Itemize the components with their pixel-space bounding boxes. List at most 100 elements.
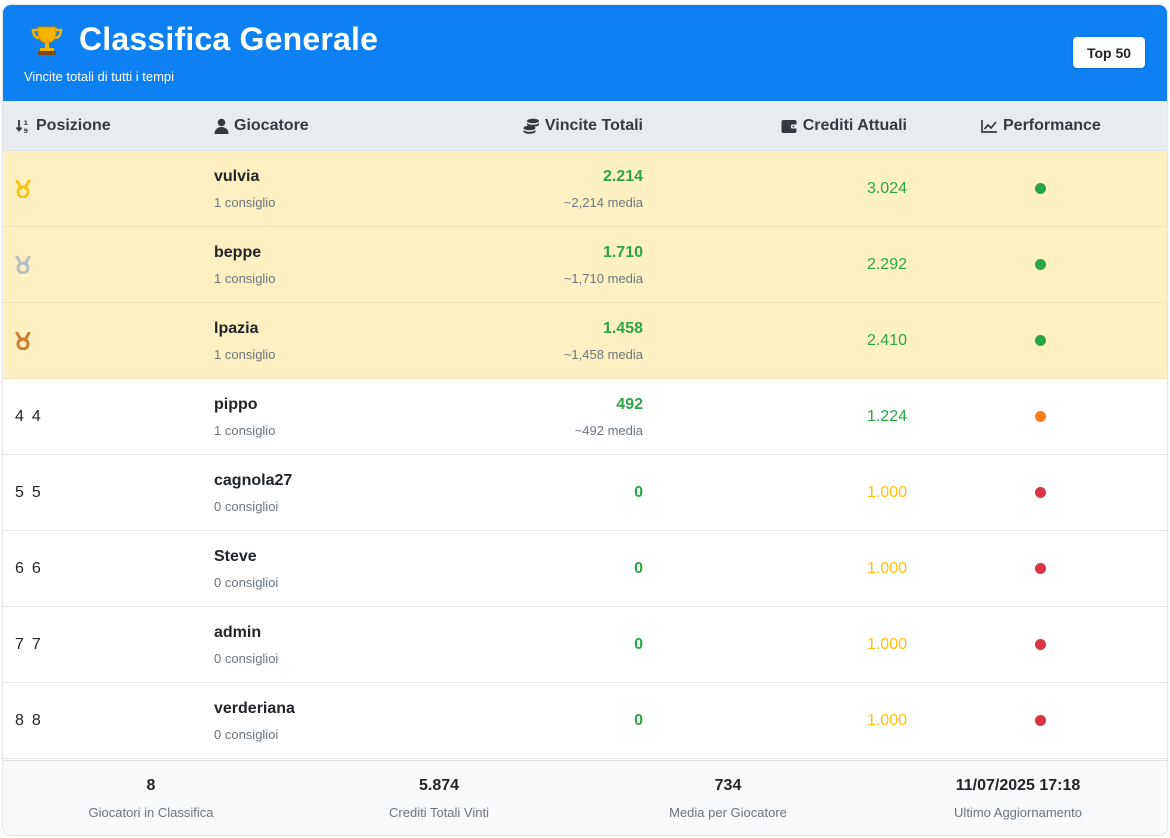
chart-line-icon — [981, 120, 997, 133]
position-number: 6 — [15, 560, 24, 577]
position-number: 4 — [31, 408, 41, 425]
title-row: Classifica Generale — [29, 21, 378, 58]
average-wins: ~2,214 media — [563, 195, 643, 210]
player-cell: beppe 1 consiglio — [214, 244, 275, 286]
stat-value: 8 — [146, 777, 156, 794]
performance-dot — [1035, 487, 1046, 498]
stat-value: 734 — [714, 777, 742, 794]
total-wins: 492 — [616, 396, 643, 413]
stat-total-credits: 5.874 Crediti Totali Vinti — [295, 777, 583, 820]
position-cell — [15, 151, 31, 227]
position-number: 8 — [15, 712, 24, 729]
current-credits: 1.224 — [866, 408, 907, 425]
coins-icon — [523, 118, 539, 134]
column-label: Crediti Attuali — [802, 117, 907, 134]
stat-label: Ultimo Aggiornamento — [954, 805, 1082, 820]
total-wins: 0 — [634, 712, 643, 729]
leaderboard-header: Classifica Generale Vincite totali di tu… — [3, 5, 1167, 101]
wins-cell: 1.458 ~1,458 media — [564, 320, 643, 362]
top-50-badge[interactable]: Top 50 — [1073, 37, 1145, 68]
wins-cell: 0 — [634, 683, 643, 759]
player-tips: 1 consiglio — [214, 195, 276, 210]
column-label: Posizione — [36, 117, 111, 134]
trophy-icon — [31, 26, 63, 55]
column-header-player[interactable]: Giocatore — [214, 101, 309, 151]
position-number: 5 — [15, 484, 24, 501]
player-name[interactable]: lpazia — [214, 320, 259, 337]
total-wins: 0 — [634, 560, 643, 577]
table-row[interactable]: 7 7 admin 0 consiglioi 0 1.000 — [3, 607, 1167, 683]
player-cell: pippo 1 consiglio — [214, 396, 275, 438]
player-cell: Steve 0 consiglioi — [214, 548, 278, 590]
current-credits: 1.000 — [866, 712, 907, 729]
svg-text:1: 1 — [24, 119, 29, 127]
table-row[interactable]: 4 4 pippo 1 consiglio 492 ~492 media 1.224 — [3, 379, 1167, 455]
wins-cell: 0 — [634, 455, 643, 531]
position-number: 7 — [31, 636, 41, 653]
wins-cell: 0 — [634, 607, 643, 683]
column-label: Vincite Totali — [544, 117, 643, 134]
column-header-current-credits[interactable]: Crediti Attuali — [781, 101, 907, 151]
column-label: Performance — [1003, 117, 1101, 134]
page-title: Classifica Generale — [79, 21, 379, 57]
wins-cell: 0 — [634, 531, 643, 607]
current-credits: 1.000 — [866, 560, 907, 577]
table-row[interactable]: vulvia 1 consiglio 2.214 ~2,214 media 3.024 — [3, 151, 1167, 227]
table-header: 1 9 Posizione Giocatore Vincite Totali — [3, 101, 1167, 151]
svg-text:9: 9 — [24, 127, 29, 134]
player-name[interactable]: admin — [214, 624, 262, 641]
stat-label: Media per Giocatore — [669, 805, 787, 820]
player-name[interactable]: vulvia — [214, 168, 260, 185]
column-header-performance[interactable]: Performance — [981, 101, 1101, 151]
position-number: 6 — [31, 560, 41, 577]
player-name[interactable]: pippo — [214, 396, 258, 413]
position-number: 7 — [15, 636, 24, 653]
player-cell: admin 0 consiglioi — [214, 624, 278, 666]
current-credits: 2.292 — [866, 256, 907, 273]
total-wins: 0 — [634, 636, 643, 653]
wins-cell: 492 ~492 media — [575, 396, 643, 438]
table-row[interactable]: 6 6 Steve 0 consiglioi 0 1.000 — [3, 531, 1167, 607]
current-credits: 3.024 — [866, 180, 907, 197]
column-header-total-wins[interactable]: Vincite Totali — [523, 101, 643, 151]
table-row[interactable]: beppe 1 consiglio 1.710 ~1,710 media 2.292 — [3, 227, 1167, 303]
player-name[interactable]: Steve — [214, 548, 257, 565]
position-cell — [15, 303, 31, 379]
position-number: 8 — [31, 712, 41, 729]
position-number: 5 — [31, 484, 41, 501]
wallet-icon — [781, 119, 798, 133]
leaderboard-card: Classifica Generale Vincite totali di tu… — [3, 5, 1167, 835]
column-header-position[interactable]: 1 9 Posizione — [15, 101, 111, 151]
table-row[interactable]: 5 5 cagnola27 0 consiglioi 0 1.000 — [3, 455, 1167, 531]
position-number: 4 — [15, 408, 24, 425]
player-cell: verderiana 0 consiglioi — [214, 700, 295, 742]
current-credits: 1.000 — [866, 484, 907, 501]
stat-value: 11/07/2025 17:18 — [955, 777, 1081, 794]
performance-dot — [1035, 563, 1046, 574]
current-credits: 2.410 — [866, 332, 907, 349]
medal-icon — [15, 180, 31, 198]
table-row[interactable]: lpazia 1 consiglio 1.458 ~1,458 media 2.410 — [3, 303, 1167, 379]
player-name[interactable]: cagnola27 — [214, 472, 293, 489]
medal-icon — [15, 332, 31, 350]
column-label: Giocatore — [234, 117, 309, 134]
table-row[interactable]: 8 8 verderiana 0 consiglioi 0 1.000 — [3, 683, 1167, 759]
performance-dot — [1035, 183, 1046, 194]
wins-cell: 2.214 ~2,214 media — [564, 168, 643, 210]
player-cell: lpazia 1 consiglio — [214, 320, 275, 362]
player-cell: cagnola27 0 consiglioi — [214, 472, 292, 514]
stats-footer: 8 Giocatori in Classifica 5.874 Crediti … — [3, 760, 1167, 835]
performance-dot — [1035, 259, 1046, 270]
wins-cell: 1.710 ~1,710 media — [564, 244, 643, 286]
table-body: vulvia 1 consiglio 2.214 ~2,214 media 3.024 b… — [3, 151, 1167, 759]
performance-dot — [1035, 411, 1046, 422]
player-tips: 1 consiglio — [214, 271, 276, 286]
total-wins: 0 — [634, 484, 643, 501]
player-name[interactable]: verderiana — [214, 700, 295, 717]
stat-label: Crediti Totali Vinti — [389, 805, 489, 820]
player-name[interactable]: beppe — [214, 244, 262, 261]
